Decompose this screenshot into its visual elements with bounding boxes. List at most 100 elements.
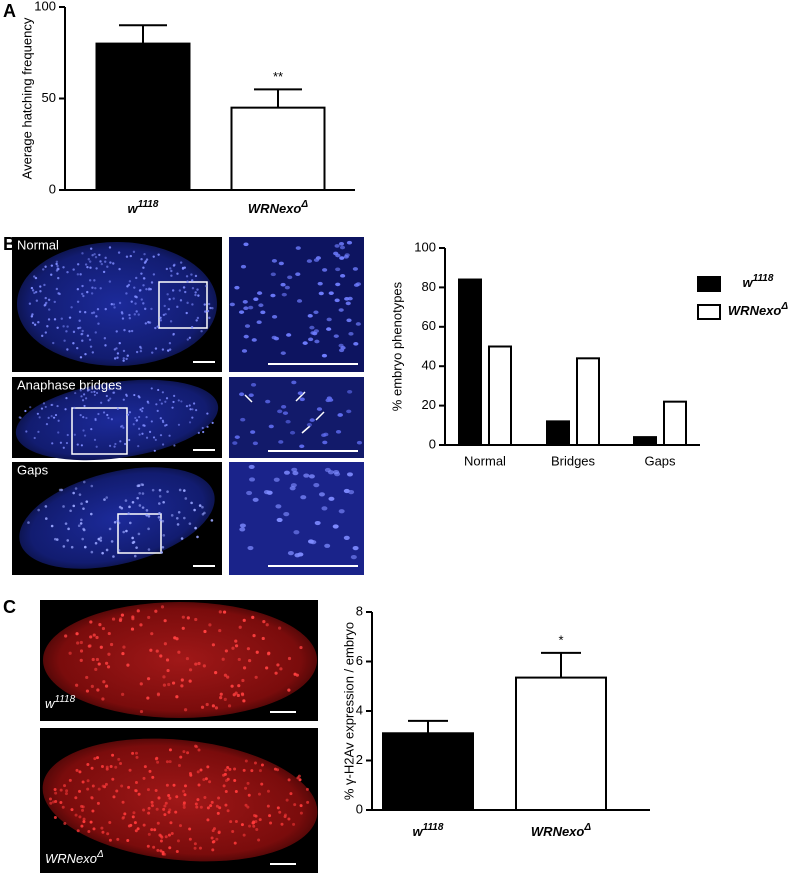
- nucleus: [72, 504, 76, 508]
- nucleus: [137, 532, 141, 536]
- nucleus: [43, 304, 46, 307]
- nucleus: [182, 803, 186, 807]
- nucleus: [126, 354, 129, 357]
- nucleus: [79, 389, 82, 392]
- nucleus: [261, 636, 265, 641]
- nucleus: [333, 251, 339, 256]
- nucleus: [162, 500, 165, 504]
- nucleus: [337, 413, 343, 417]
- nucleus: [94, 667, 98, 671]
- nucleus: [178, 289, 182, 292]
- nucleus: [236, 693, 240, 698]
- nucleus: [81, 292, 84, 296]
- nucleus: [80, 502, 83, 506]
- nucleus: [93, 279, 96, 282]
- nucleus: [50, 264, 54, 267]
- nucleus: [145, 287, 148, 291]
- nucleus: [170, 832, 174, 836]
- nucleus: [99, 287, 102, 290]
- nucleus: [156, 821, 160, 825]
- nucleus: [322, 440, 328, 445]
- nucleus: [93, 390, 96, 393]
- nucleus: [140, 298, 143, 301]
- nucleus: [96, 756, 100, 760]
- nucleus: [239, 392, 245, 397]
- arrows: [244, 391, 325, 434]
- nucleus: [117, 757, 121, 761]
- nucleus: [113, 357, 117, 360]
- nucleus: [95, 657, 100, 662]
- nucleus: [134, 302, 137, 305]
- nucleus: [121, 317, 125, 320]
- nucleus: [133, 821, 137, 825]
- y-tick-label: 0: [429, 436, 436, 451]
- nucleus: [86, 334, 90, 337]
- nucleus: [55, 262, 58, 266]
- nucleus: [105, 548, 109, 552]
- nucleus: [105, 394, 108, 398]
- nucleus: [82, 294, 85, 298]
- nucleus: [167, 307, 170, 311]
- nucleus: [86, 265, 89, 269]
- nucleus: [146, 788, 150, 792]
- nucleus: [228, 767, 232, 771]
- label-base: w: [45, 696, 56, 711]
- nucleus: [188, 522, 192, 525]
- nucleus: [112, 795, 116, 799]
- nucleus: [64, 634, 68, 638]
- nucleus: [79, 273, 82, 276]
- nucleus: [90, 796, 94, 800]
- nucleus: [100, 262, 104, 266]
- nucleus: [258, 303, 264, 308]
- nucleus: [130, 329, 134, 333]
- nucleus: [191, 287, 195, 290]
- nucleus: [285, 798, 289, 802]
- nucleus: [142, 302, 145, 305]
- nucleus: [103, 337, 107, 340]
- nucleus: [87, 258, 90, 261]
- nucleus: [121, 651, 125, 656]
- nucleus: [355, 322, 361, 326]
- nucleus: [72, 491, 75, 495]
- nucleus: [182, 750, 186, 754]
- nucleus: [135, 546, 138, 549]
- error-bar: [541, 651, 581, 678]
- nucleus: [47, 298, 51, 302]
- nucleus: [89, 266, 92, 269]
- nucleus: [44, 505, 48, 508]
- nucleus: [138, 427, 141, 430]
- nucleus: [145, 416, 148, 419]
- nucleus: [197, 294, 200, 297]
- nucleus: [296, 299, 303, 303]
- nucleus: [30, 286, 34, 290]
- nucleus: [42, 402, 46, 405]
- nucleus: [137, 445, 140, 448]
- nucleus: [281, 404, 287, 409]
- nucleus: [136, 609, 140, 613]
- bar: [515, 676, 607, 812]
- nucleus: [122, 645, 126, 649]
- nucleus: [150, 307, 153, 311]
- nucleus: [86, 762, 90, 766]
- nucleus: [280, 822, 284, 826]
- nucleus: [275, 504, 282, 509]
- nucleus: [159, 417, 162, 420]
- nucleus: [230, 684, 234, 688]
- nucleus: [299, 444, 305, 449]
- nucleus: [142, 266, 145, 269]
- nucleus: [277, 409, 283, 414]
- nucleus: [203, 796, 207, 800]
- embryo: [42, 738, 318, 862]
- nucleus: [97, 662, 101, 666]
- nucleus: [339, 256, 345, 260]
- nucleus: [60, 317, 63, 320]
- nucleus: [214, 671, 218, 675]
- nucleus: [37, 321, 40, 324]
- nucleus: [289, 486, 296, 491]
- nucleus: [118, 301, 122, 305]
- nucleus: [126, 838, 130, 842]
- nucleus: [203, 303, 206, 306]
- nucleus: [291, 467, 298, 472]
- nucleus: [183, 708, 188, 712]
- nucleus: [114, 442, 117, 446]
